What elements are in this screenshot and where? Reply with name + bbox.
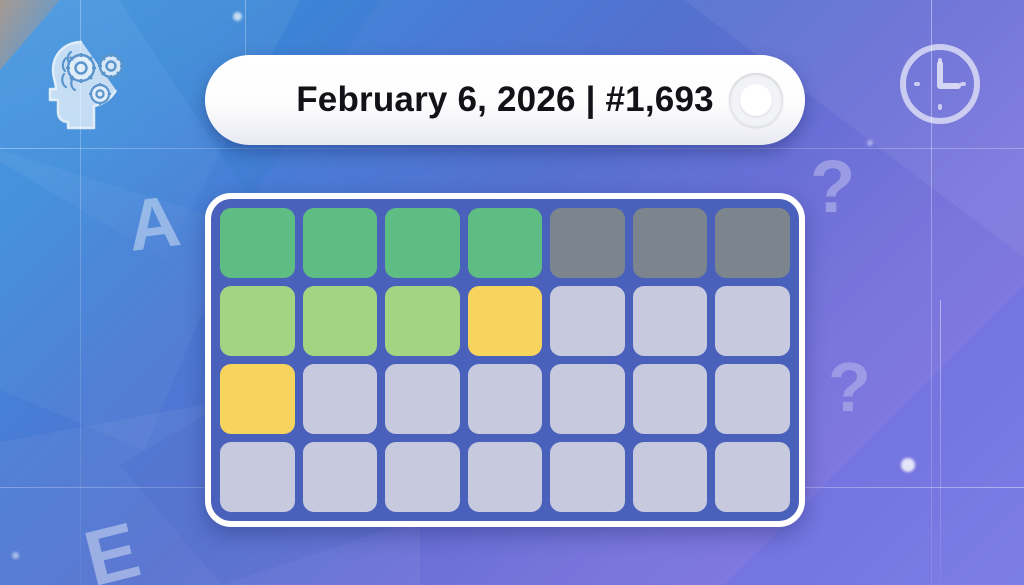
brain-gears-icon xyxy=(40,28,140,133)
tile-r1-c6[interactable] xyxy=(632,208,708,278)
tile-r2-c6[interactable] xyxy=(632,286,708,356)
background-gridline xyxy=(940,300,941,585)
tile-r4-c5[interactable] xyxy=(550,442,625,512)
decorative-letter-e: E xyxy=(76,505,148,585)
tile-r2-c4[interactable] xyxy=(467,286,543,356)
decorative-letter-a: A xyxy=(123,181,185,267)
tile-r4-c6[interactable] xyxy=(632,442,708,512)
tile-r3-c6[interactable] xyxy=(632,364,708,434)
tile-r1-c5[interactable] xyxy=(550,208,625,278)
date-puzzle-title-pill[interactable]: February 6, 2026 | #1,693 xyxy=(205,55,805,145)
background-gridline xyxy=(80,0,81,585)
tile-r4-c1[interactable] xyxy=(220,442,295,512)
decorative-question-mark: ? xyxy=(810,145,856,228)
glow-dot xyxy=(12,552,19,559)
glow-dot xyxy=(867,140,873,146)
tile-r2-c2[interactable] xyxy=(302,286,378,356)
pill-toggle-knob[interactable] xyxy=(729,73,783,127)
decorative-question-mark: ? xyxy=(828,348,871,426)
tile-r1-c3[interactable] xyxy=(385,208,460,278)
tile-r2-c5[interactable] xyxy=(550,286,625,356)
tile-r3-c4[interactable] xyxy=(467,364,543,434)
glow-dot xyxy=(901,458,915,472)
tile-r4-c4[interactable] xyxy=(467,442,543,512)
tile-r1-c2[interactable] xyxy=(302,208,378,278)
tile-r3-c7[interactable] xyxy=(715,364,790,434)
background-facet xyxy=(0,0,60,70)
tile-r2-c7[interactable] xyxy=(715,286,790,356)
background-gridline xyxy=(931,0,932,585)
tile-r2-c1[interactable] xyxy=(220,286,295,356)
game-board xyxy=(205,193,805,527)
tile-r1-c4[interactable] xyxy=(467,208,543,278)
tile-r4-c3[interactable] xyxy=(385,442,460,512)
tile-r3-c1[interactable] xyxy=(220,364,295,434)
tile-r3-c3[interactable] xyxy=(385,364,460,434)
tile-r1-c1[interactable] xyxy=(220,208,295,278)
tile-r3-c2[interactable] xyxy=(302,364,378,434)
tile-r1-c7[interactable] xyxy=(715,208,790,278)
background-facet xyxy=(0,150,240,450)
tile-grid xyxy=(220,208,790,512)
tile-r4-c2[interactable] xyxy=(302,442,378,512)
tile-r2-c3[interactable] xyxy=(385,286,460,356)
tile-r4-c7[interactable] xyxy=(715,442,790,512)
page-title: February 6, 2026 | #1,693 xyxy=(296,80,714,119)
tile-r3-c5[interactable] xyxy=(550,364,625,434)
background-gridline xyxy=(0,148,1024,149)
glow-dot xyxy=(233,12,242,21)
clock-icon xyxy=(894,38,986,130)
